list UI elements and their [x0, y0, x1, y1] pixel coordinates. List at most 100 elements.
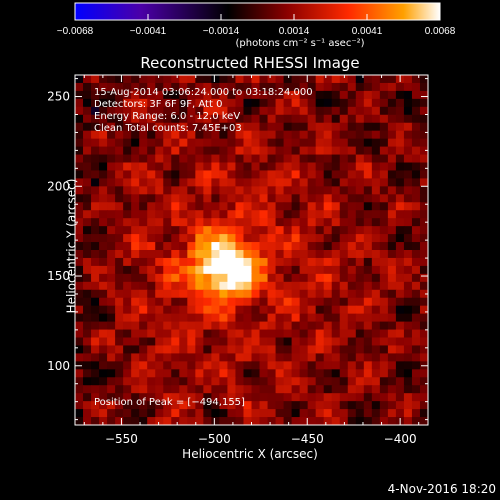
heatmap-cell [243, 210, 253, 219]
heatmap-cell [243, 353, 253, 362]
heatmap-cell [243, 313, 253, 323]
heatmap-cell [139, 75, 148, 84]
heatmap-cell [363, 170, 373, 179]
heatmap-cell [315, 170, 325, 179]
heatmap-cell [219, 154, 229, 164]
heatmap-cell [187, 377, 196, 386]
heatmap-cell [163, 289, 172, 299]
heatmap-cell [91, 210, 100, 219]
heatmap-cell [187, 106, 196, 116]
heatmap-cell [187, 313, 196, 323]
heatmap-cell [139, 353, 148, 362]
heatmap-cell [323, 90, 333, 100]
heatmap-cell [307, 257, 317, 267]
heatmap-cell [107, 170, 116, 179]
heatmap-cell [139, 154, 148, 164]
heatmap-cell [323, 138, 333, 148]
heatmap-cell [131, 321, 140, 331]
heatmap-cell [107, 257, 116, 267]
heatmap-cell [123, 146, 132, 156]
heatmap-cell [131, 393, 140, 402]
heatmap-cell [83, 90, 92, 100]
heatmap-cell [83, 130, 92, 140]
heatmap-cell [291, 353, 301, 362]
heatmap-cell [291, 154, 301, 164]
heatmap-cell [363, 289, 373, 299]
heatmap-cell [115, 401, 124, 410]
heatmap-cell [155, 218, 164, 227]
heatmap-cell [211, 130, 221, 140]
heatmap-cell [355, 178, 365, 187]
heatmap-cell [115, 178, 124, 187]
heatmap-cell [275, 281, 285, 291]
heatmap-cell [123, 265, 132, 275]
heatmap-cell [283, 281, 293, 291]
heatmap-cell [387, 202, 397, 211]
heatmap-cell [115, 353, 124, 362]
heatmap-cell [107, 178, 116, 187]
heatmap-cell [323, 273, 333, 283]
heatmap-cell [163, 273, 172, 283]
heatmap-cell [291, 329, 301, 339]
heatmap-cell [307, 265, 317, 275]
heatmap-cell [203, 242, 212, 251]
heatmap-cell [203, 114, 212, 124]
heatmap-cell [179, 417, 188, 425]
heatmap-cell [75, 250, 84, 259]
heatmap-cell [91, 353, 100, 362]
heatmap-cell [323, 250, 333, 259]
heatmap-cell [139, 250, 148, 259]
heatmap-cell [115, 114, 124, 124]
heatmap-cell [291, 210, 301, 219]
heatmap-cell [99, 178, 108, 187]
heatmap-cell [227, 305, 237, 315]
heatmap-cell [387, 82, 397, 92]
heatmap-cell [219, 186, 229, 195]
heatmap-cell [315, 305, 325, 315]
heatmap-cell [347, 146, 357, 156]
heatmap-cell [339, 313, 349, 323]
heatmap-cell [227, 257, 237, 267]
heatmap-cell [299, 305, 309, 315]
heatmap-cell [91, 122, 100, 132]
heatmap-cell [379, 75, 389, 84]
heatmap-cell [251, 321, 261, 331]
heatmap-cell [91, 369, 100, 378]
heatmap-cell [195, 75, 204, 84]
heatmap-cell [363, 409, 373, 418]
heatmap-cell [315, 313, 325, 323]
heatmap-cell [235, 393, 245, 402]
heatmap-cell [259, 393, 269, 402]
heatmap-cell [131, 130, 140, 140]
heatmap-cell [115, 409, 124, 418]
heatmap-cell [163, 337, 172, 347]
heatmap-cell [187, 265, 196, 275]
heatmap-cell [139, 194, 148, 203]
heatmap-cell [243, 98, 253, 108]
heatmap-cell [235, 130, 245, 140]
heatmap-cell [403, 114, 413, 124]
heatmap-cell [123, 122, 132, 132]
heatmap-cell [259, 345, 269, 354]
heatmap-cell [363, 337, 373, 347]
heatmap-cell [251, 194, 261, 203]
heatmap-cell [219, 106, 229, 116]
heatmap-cell [203, 313, 212, 323]
heatmap-cell [163, 377, 172, 386]
heatmap-cell [347, 138, 357, 148]
heatmap-cell [403, 305, 413, 315]
heatmap-cell [115, 226, 124, 235]
heatmap-cell [307, 82, 317, 92]
heatmap-cell [195, 226, 204, 235]
heatmap-cell [307, 178, 317, 187]
heatmap-cell [403, 313, 413, 323]
heatmap-cell [91, 98, 100, 108]
heatmap-cell [187, 401, 196, 410]
heatmap-cell [219, 401, 229, 410]
heatmap-cell [291, 202, 301, 211]
heatmap-cell [259, 361, 269, 370]
heatmap-cell [379, 273, 389, 283]
heatmap-cell [299, 297, 309, 307]
heatmap-cell [307, 114, 317, 124]
heatmap-cell [323, 321, 333, 331]
